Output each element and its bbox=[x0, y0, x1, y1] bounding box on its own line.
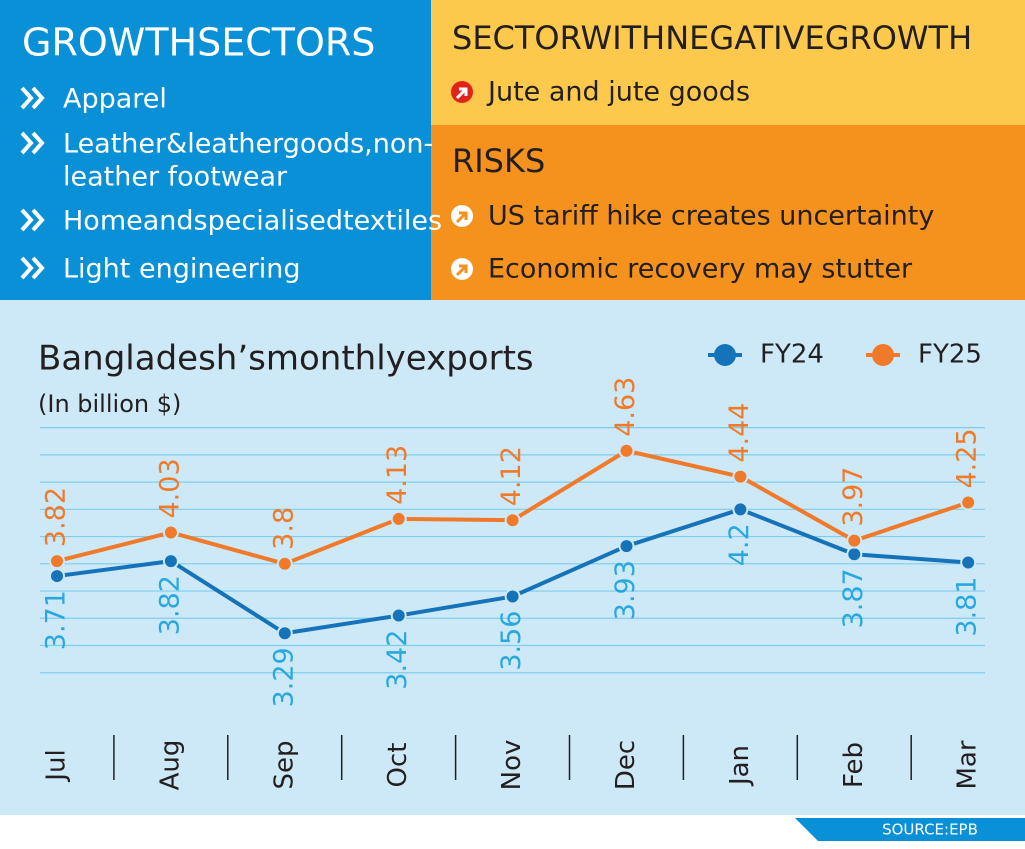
data-label: 4.44 bbox=[724, 403, 755, 463]
legend-marker bbox=[714, 344, 736, 366]
x-tick-label: Feb bbox=[839, 742, 869, 788]
risk-item: US tariff hike creates uncertainty bbox=[488, 201, 934, 232]
data-label: 3.97 bbox=[838, 467, 869, 527]
data-label: 3.71 bbox=[41, 590, 72, 650]
x-tick-label: Jan bbox=[725, 745, 755, 787]
data-label: 4.13 bbox=[382, 445, 413, 505]
panel-title: RISKS bbox=[452, 142, 545, 180]
point bbox=[732, 501, 749, 518]
sector-item: Leather&leathergoods,non- bbox=[63, 129, 433, 160]
point bbox=[960, 494, 977, 511]
negative-panel bbox=[431, 0, 1025, 125]
sector-item: Apparel bbox=[63, 84, 167, 115]
source-tab bbox=[795, 818, 1025, 841]
point bbox=[504, 512, 521, 529]
data-label: 4.63 bbox=[610, 377, 641, 437]
chart-title: Bangladesh’smonthlyexports bbox=[38, 339, 534, 379]
sector-item: leather footwear bbox=[63, 162, 288, 193]
data-label: 3.82 bbox=[41, 487, 72, 547]
x-tick-label: Aug bbox=[155, 740, 185, 791]
point bbox=[390, 510, 407, 527]
risk-item: Economic recovery may stutter bbox=[488, 254, 913, 285]
data-label: 3.87 bbox=[838, 568, 869, 628]
data-label: 4.12 bbox=[496, 446, 527, 506]
source: SOURCE:EPB bbox=[882, 821, 978, 839]
x-tick-label: Jul bbox=[42, 749, 72, 782]
x-tick-label: Sep bbox=[269, 740, 299, 789]
point bbox=[618, 442, 635, 459]
point bbox=[162, 553, 179, 570]
data-label: 4.2 bbox=[724, 523, 755, 566]
point bbox=[846, 546, 863, 563]
point bbox=[162, 524, 179, 541]
data-label: 3.81 bbox=[952, 576, 983, 636]
data-label: 4.03 bbox=[154, 458, 185, 518]
point bbox=[49, 553, 65, 570]
chevrons bbox=[20, 86, 45, 280]
bullet-arrow bbox=[455, 264, 468, 277]
risks-panel bbox=[431, 125, 1025, 300]
point bbox=[390, 607, 407, 624]
point bbox=[960, 554, 977, 571]
growth-panel bbox=[0, 0, 431, 300]
negative-item: Jute and jute goods bbox=[486, 77, 750, 108]
x-tick-label: Nov bbox=[497, 740, 527, 791]
bullet-arrow bbox=[455, 87, 468, 100]
x-tick-label: Oct bbox=[383, 743, 413, 788]
point bbox=[504, 588, 521, 605]
data-label: 3.29 bbox=[268, 647, 299, 707]
panel-title: GROWTHSECTORS bbox=[22, 21, 375, 65]
data-label: 3.42 bbox=[382, 630, 413, 690]
point bbox=[732, 468, 749, 485]
bullet-arrow bbox=[455, 211, 468, 224]
data-label: 3.56 bbox=[496, 610, 527, 670]
data-label: 4.25 bbox=[952, 428, 983, 488]
data-label: 3.93 bbox=[610, 560, 641, 620]
legend-marker bbox=[872, 344, 894, 366]
sector-item: Homeandspecialisedtextiles bbox=[63, 206, 442, 237]
point bbox=[49, 568, 65, 585]
chart-subtitle: (In billion $) bbox=[38, 390, 181, 418]
legend-label: FY24 bbox=[760, 340, 824, 370]
panel-title: SECTORWITHNEGATIVEGROWTH bbox=[452, 19, 972, 57]
point bbox=[618, 538, 635, 555]
sector-item: Light engineering bbox=[63, 254, 301, 285]
legend-label: FY25 bbox=[918, 340, 982, 370]
point bbox=[276, 555, 293, 572]
data-label: 3.82 bbox=[154, 575, 185, 635]
x-tick-label: Mar bbox=[953, 740, 983, 789]
point bbox=[276, 625, 293, 642]
data-label: 3.8 bbox=[268, 507, 299, 550]
point bbox=[846, 532, 863, 549]
x-tick-label: Dec bbox=[611, 740, 641, 790]
